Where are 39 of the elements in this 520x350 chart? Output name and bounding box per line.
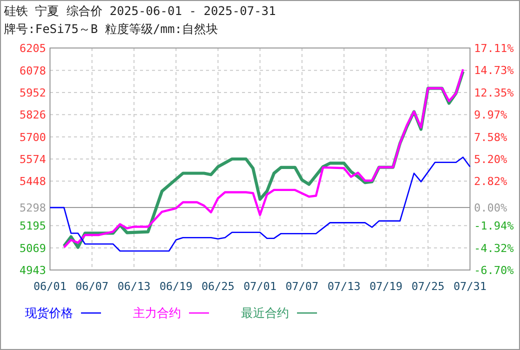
y-tick-label: 5952 bbox=[20, 86, 46, 100]
line-series bbox=[49, 156, 471, 252]
x-tick-label: 07/13 bbox=[327, 280, 361, 293]
chart-subtitle: 牌号:FeSi75～B 粒度等级/mm:自然块 bbox=[4, 22, 218, 36]
y2-tick-label: 0.00% bbox=[474, 202, 508, 215]
y-tick-label: 4943 bbox=[20, 264, 46, 277]
y-tick-label: 5298 bbox=[20, 202, 46, 215]
y2-tick-label: 2.82% bbox=[474, 175, 508, 188]
x-tick-label: 06/01 bbox=[33, 280, 67, 293]
y-tick-label: 6205 bbox=[20, 42, 46, 55]
legend-label: 现货价格 bbox=[25, 306, 73, 320]
x-tick-label: 07/07 bbox=[285, 280, 319, 293]
y2-tick-label: 12.35% bbox=[474, 86, 514, 100]
chart-title: 硅铁 宁夏 综合价 2025-06-01 - 2025-07-31 bbox=[3, 4, 276, 18]
y-tick-label: 5826 bbox=[20, 108, 46, 122]
x-tick-label: 06/13 bbox=[117, 280, 151, 293]
x-tick-label: 07/01 bbox=[243, 280, 277, 293]
y-tick-label: 5448 bbox=[20, 175, 46, 188]
y2-tick-label: 9.97% bbox=[474, 108, 508, 122]
y2-tick-label: -4.32% bbox=[474, 242, 514, 255]
y2-tick-label: 7.58% bbox=[474, 130, 508, 144]
y-tick-label: 5574 bbox=[20, 153, 46, 166]
y-tick-label: 5069 bbox=[20, 242, 46, 255]
x-tick-label: 06/25 bbox=[201, 280, 235, 293]
x-tick-label: 07/19 bbox=[369, 280, 403, 293]
y-tick-label: 6078 bbox=[20, 64, 46, 78]
x-tick-label: 07/31 bbox=[453, 280, 487, 293]
x-tick-label: 06/07 bbox=[75, 280, 109, 293]
legend-label: 主力合约 bbox=[133, 306, 181, 320]
y2-tick-label: -1.94% bbox=[474, 220, 514, 233]
y2-tick-label: -6.70% bbox=[474, 264, 514, 277]
legend-label: 最近合约 bbox=[241, 306, 289, 320]
y-tick-label: 5195 bbox=[20, 220, 46, 233]
x-tick-label: 06/19 bbox=[159, 280, 193, 293]
x-tick-label: 07/25 bbox=[411, 280, 445, 293]
y-tick-label: 5700 bbox=[20, 130, 46, 144]
y2-tick-label: 17.11% bbox=[474, 42, 514, 55]
y2-tick-label: 14.73% bbox=[474, 64, 514, 78]
y2-tick-label: 5.20% bbox=[474, 153, 508, 166]
